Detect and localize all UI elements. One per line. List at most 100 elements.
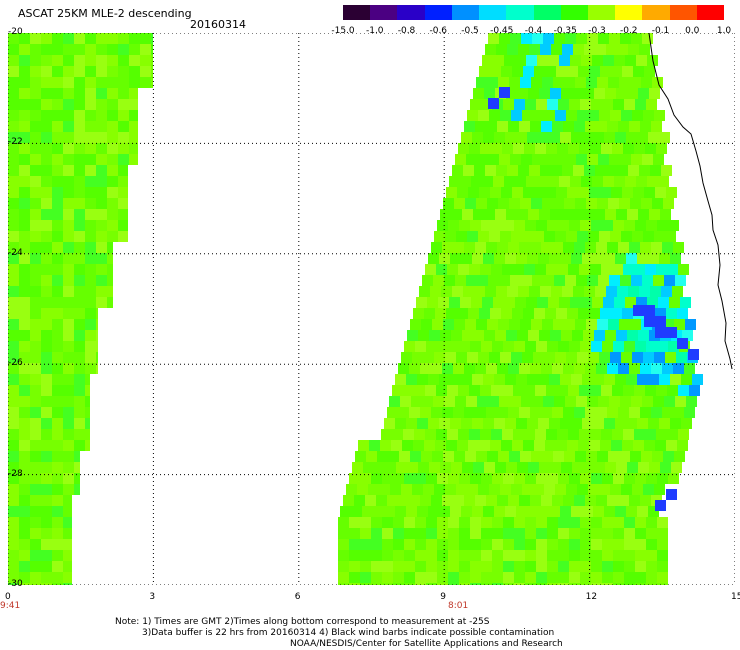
swath-cell bbox=[583, 209, 594, 220]
x-tick-label: 3 bbox=[149, 592, 156, 602]
swath-cell bbox=[464, 495, 475, 506]
swath-cell bbox=[639, 286, 650, 297]
swath-cell bbox=[682, 330, 693, 341]
swath-cell bbox=[425, 264, 436, 275]
swath-cell bbox=[533, 110, 544, 121]
swath-cell bbox=[8, 550, 19, 561]
swath-cell bbox=[85, 319, 96, 330]
swath-cell bbox=[528, 330, 539, 341]
swath-cell bbox=[543, 154, 554, 165]
swath-cell bbox=[500, 110, 511, 121]
swath-cell bbox=[118, 220, 128, 231]
swath-cell bbox=[393, 473, 404, 484]
swath-cell bbox=[19, 506, 30, 517]
x-tick-label: 0 bbox=[5, 592, 11, 602]
swath-cell bbox=[451, 462, 462, 473]
swath-cell bbox=[30, 429, 41, 440]
swath-cell bbox=[527, 374, 538, 385]
swath-cell bbox=[448, 550, 459, 561]
swath-cell bbox=[616, 330, 627, 341]
swath-cell bbox=[96, 154, 107, 165]
swath-cell bbox=[349, 539, 360, 550]
swath-cell bbox=[52, 275, 63, 286]
swath-cell bbox=[471, 176, 482, 187]
swath-cell bbox=[552, 242, 563, 253]
swath-cell bbox=[506, 209, 517, 220]
swath-cell bbox=[511, 352, 522, 363]
swath-cell bbox=[96, 121, 107, 132]
swath-cell bbox=[74, 451, 80, 462]
swath-cell bbox=[8, 55, 19, 66]
swath-cell bbox=[8, 363, 19, 374]
swath-cell bbox=[492, 473, 503, 484]
swath-cell bbox=[8, 429, 19, 440]
swath-cell bbox=[371, 583, 382, 585]
swath-cell bbox=[580, 572, 591, 583]
swath-cell bbox=[52, 506, 63, 517]
swath-cell bbox=[677, 308, 688, 319]
swath-cell bbox=[448, 220, 459, 231]
swath-cell bbox=[536, 517, 547, 528]
swath-cell bbox=[74, 264, 85, 275]
swath-cell bbox=[564, 77, 575, 88]
swath-cell bbox=[563, 495, 574, 506]
swath-cell bbox=[338, 539, 349, 550]
swath-cell bbox=[544, 231, 555, 242]
swath-cell bbox=[536, 528, 547, 539]
swath-cell bbox=[74, 319, 85, 330]
swath-cell bbox=[503, 99, 514, 110]
swath-cell bbox=[536, 99, 547, 110]
swath-cell bbox=[428, 418, 439, 429]
swath-cell bbox=[591, 561, 602, 572]
swath-cell bbox=[564, 198, 575, 209]
swath-cell bbox=[536, 473, 547, 484]
swath-cell bbox=[8, 528, 19, 539]
swath-cell bbox=[436, 429, 447, 440]
swath-cell bbox=[478, 231, 489, 242]
swath-cell bbox=[481, 583, 492, 585]
swath-cell bbox=[443, 451, 454, 462]
swath-cell bbox=[540, 286, 551, 297]
swath-cell bbox=[30, 110, 41, 121]
swath-cell bbox=[677, 440, 688, 451]
swath-cell bbox=[118, 187, 128, 198]
swath-cell bbox=[107, 110, 118, 121]
swath-cell-low bbox=[677, 338, 688, 349]
swath-cell bbox=[503, 583, 514, 585]
swath-cell bbox=[643, 231, 654, 242]
swath-cell bbox=[85, 396, 90, 407]
swath-cell bbox=[30, 473, 41, 484]
swath-cell bbox=[19, 385, 30, 396]
swath-cell bbox=[624, 528, 635, 539]
swath-cell bbox=[599, 484, 610, 495]
swath-cell bbox=[396, 462, 407, 473]
swath-cell bbox=[578, 187, 589, 198]
swath-cell bbox=[415, 550, 426, 561]
swath-cell bbox=[601, 385, 612, 396]
swath-cell bbox=[669, 297, 680, 308]
swath-cell bbox=[569, 550, 580, 561]
swath-cell bbox=[578, 66, 589, 77]
swath-cell bbox=[584, 165, 595, 176]
y-tick-label: -24 bbox=[8, 247, 23, 258]
swath-cell bbox=[592, 176, 603, 187]
swath-cell bbox=[403, 429, 414, 440]
swath-cell bbox=[459, 473, 470, 484]
swath-cell bbox=[41, 297, 52, 308]
swath-cell bbox=[351, 506, 362, 517]
swath-cell bbox=[568, 429, 579, 440]
swath-cell bbox=[446, 440, 457, 451]
swath-cell bbox=[544, 110, 555, 121]
swath-cell bbox=[107, 55, 118, 66]
swath-cell bbox=[52, 539, 63, 550]
swath-cell bbox=[63, 583, 72, 585]
swath-cell bbox=[542, 77, 553, 88]
swath-cell bbox=[96, 275, 107, 286]
swath-cell bbox=[656, 429, 667, 440]
swath-cell bbox=[566, 231, 577, 242]
swath-cell bbox=[577, 110, 588, 121]
swath-cell bbox=[590, 143, 601, 154]
swath-cell bbox=[625, 176, 636, 187]
swath-cell bbox=[667, 385, 678, 396]
swath-cell bbox=[482, 176, 493, 187]
